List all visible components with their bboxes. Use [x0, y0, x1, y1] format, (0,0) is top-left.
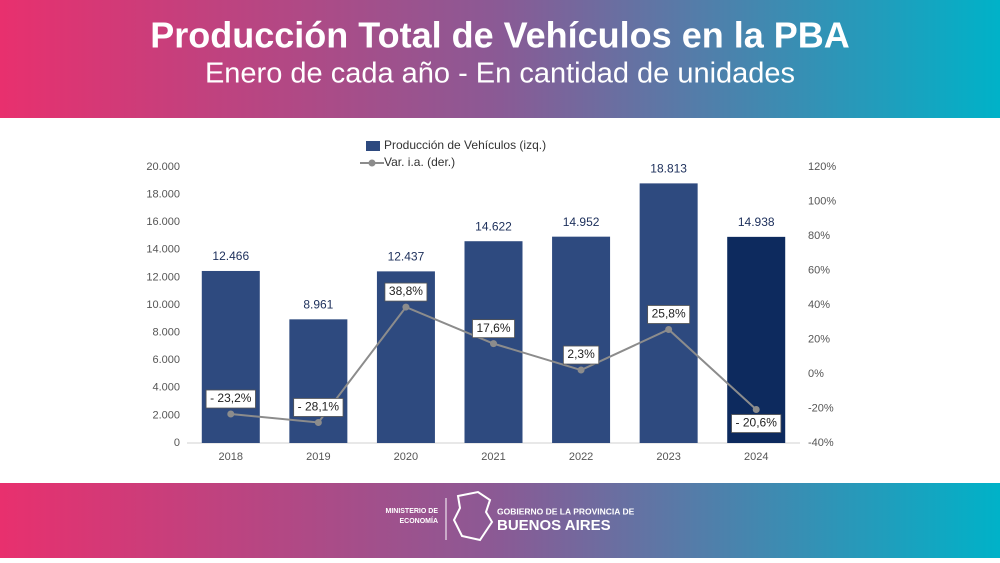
line-point — [402, 303, 410, 311]
line-value-label-text: - 20,6% — [736, 416, 778, 430]
line-value-label-text: - 23,2% — [210, 391, 252, 405]
y2-tick-label: 80% — [808, 230, 830, 242]
line-value-label-text: 17,6% — [476, 321, 510, 335]
y-tick-label: 6.000 — [152, 354, 180, 366]
line-point — [665, 325, 673, 333]
legend-swatch — [366, 141, 380, 151]
y2-tick-label: 40% — [808, 299, 830, 311]
line-value-label-text: 2,3% — [567, 347, 595, 361]
y2-tick-label: 100% — [808, 195, 836, 207]
line-point — [490, 340, 497, 348]
government-label: GOBIERNO DE LA PROVINCIA DE — [497, 506, 635, 516]
y-tick-label: 12.000 — [146, 271, 180, 283]
plot: 0 2.000 4.000 6.000 8.000 10.000 12.000 14.000 1… — [146, 138, 836, 463]
line-value-label: 25,8% — [647, 305, 691, 324]
legend-label: Var. i.a. (der.) — [384, 155, 455, 169]
y-tick-label: 2.000 — [152, 409, 180, 421]
bar-value-label: 14.938 — [738, 215, 775, 229]
label-box — [647, 305, 691, 324]
line-value-label: - 23,2% — [205, 389, 256, 409]
label-box — [205, 389, 256, 409]
label-box — [472, 319, 515, 339]
x-tick-label: 2020 — [394, 451, 418, 463]
line-value-label: - 20,6% — [731, 414, 782, 433]
footer-band — [0, 483, 1000, 558]
header-band — [0, 0, 1000, 118]
x-tick-label: 2022 — [569, 451, 593, 463]
line-value-label: 2,3% — [562, 345, 600, 365]
y2-tick-label: 0% — [808, 368, 824, 380]
bar-value-label: 18.813 — [650, 162, 687, 176]
line-value-label: 17,6% — [472, 319, 515, 339]
line-value-label: 38,8% — [384, 282, 428, 302]
line-value-label-text: 38,8% — [389, 284, 423, 298]
x-tick-label: 2018 — [219, 451, 243, 463]
province-logo — [452, 490, 494, 542]
label-box — [293, 398, 344, 417]
line-point — [314, 418, 322, 426]
y2-tick-label: 120% — [808, 161, 836, 173]
y2-tick-label: 60% — [808, 264, 830, 276]
line-point — [577, 366, 585, 374]
legend-label: Producción de Vehículos (izq.) — [384, 138, 546, 152]
y-tick-label: 20.000 — [146, 161, 180, 173]
y-tick-label: 10.000 — [146, 299, 180, 311]
bar-value-label: 12.437 — [388, 250, 425, 264]
y2-tick-label: 20% — [808, 333, 830, 345]
y2-tick-label: -40% — [808, 437, 834, 449]
y-tick-label: 4.000 — [152, 382, 180, 394]
ministry-label: ECONOMÍA — [400, 516, 439, 525]
ministry-label: MINISTERIO DE — [385, 508, 438, 515]
y2-tick-label: -20% — [808, 402, 834, 414]
y-tick-label: 16.000 — [146, 216, 180, 228]
bar-value-label: 8.961 — [303, 298, 333, 312]
y-tick-label: 14.000 — [146, 244, 180, 256]
label-box — [731, 414, 782, 433]
legend-swatch — [368, 159, 376, 167]
x-tick-label: 2019 — [306, 451, 330, 463]
line-value-label-text: - 28,1% — [298, 400, 340, 414]
line-value-label-text: 25,8% — [652, 307, 686, 321]
bar — [552, 236, 611, 443]
province-label: BUENOS AIRES — [497, 517, 611, 534]
label-box — [562, 345, 600, 365]
label-box — [384, 282, 428, 302]
chart-subtitle: Enero de cada año - En cantidad de unida… — [205, 58, 795, 90]
y-tick-label: 0 — [174, 437, 180, 449]
y-tick-label: 8.000 — [152, 327, 180, 339]
x-tick-label: 2023 — [656, 451, 680, 463]
x-tick-label: 2024 — [744, 451, 768, 463]
x-tick-label: 2021 — [481, 451, 505, 463]
bar-value-label: 14.952 — [563, 215, 600, 229]
chart-title: Producción Total de Vehículos en la PBA — [150, 15, 849, 56]
y-tick-label: 18.000 — [146, 189, 180, 201]
bar-value-label: 12.466 — [212, 249, 249, 263]
line-value-label: - 28,1% — [293, 398, 344, 417]
bar-value-label: 14.622 — [475, 219, 512, 233]
line-point — [752, 406, 760, 414]
line-point — [227, 410, 235, 418]
